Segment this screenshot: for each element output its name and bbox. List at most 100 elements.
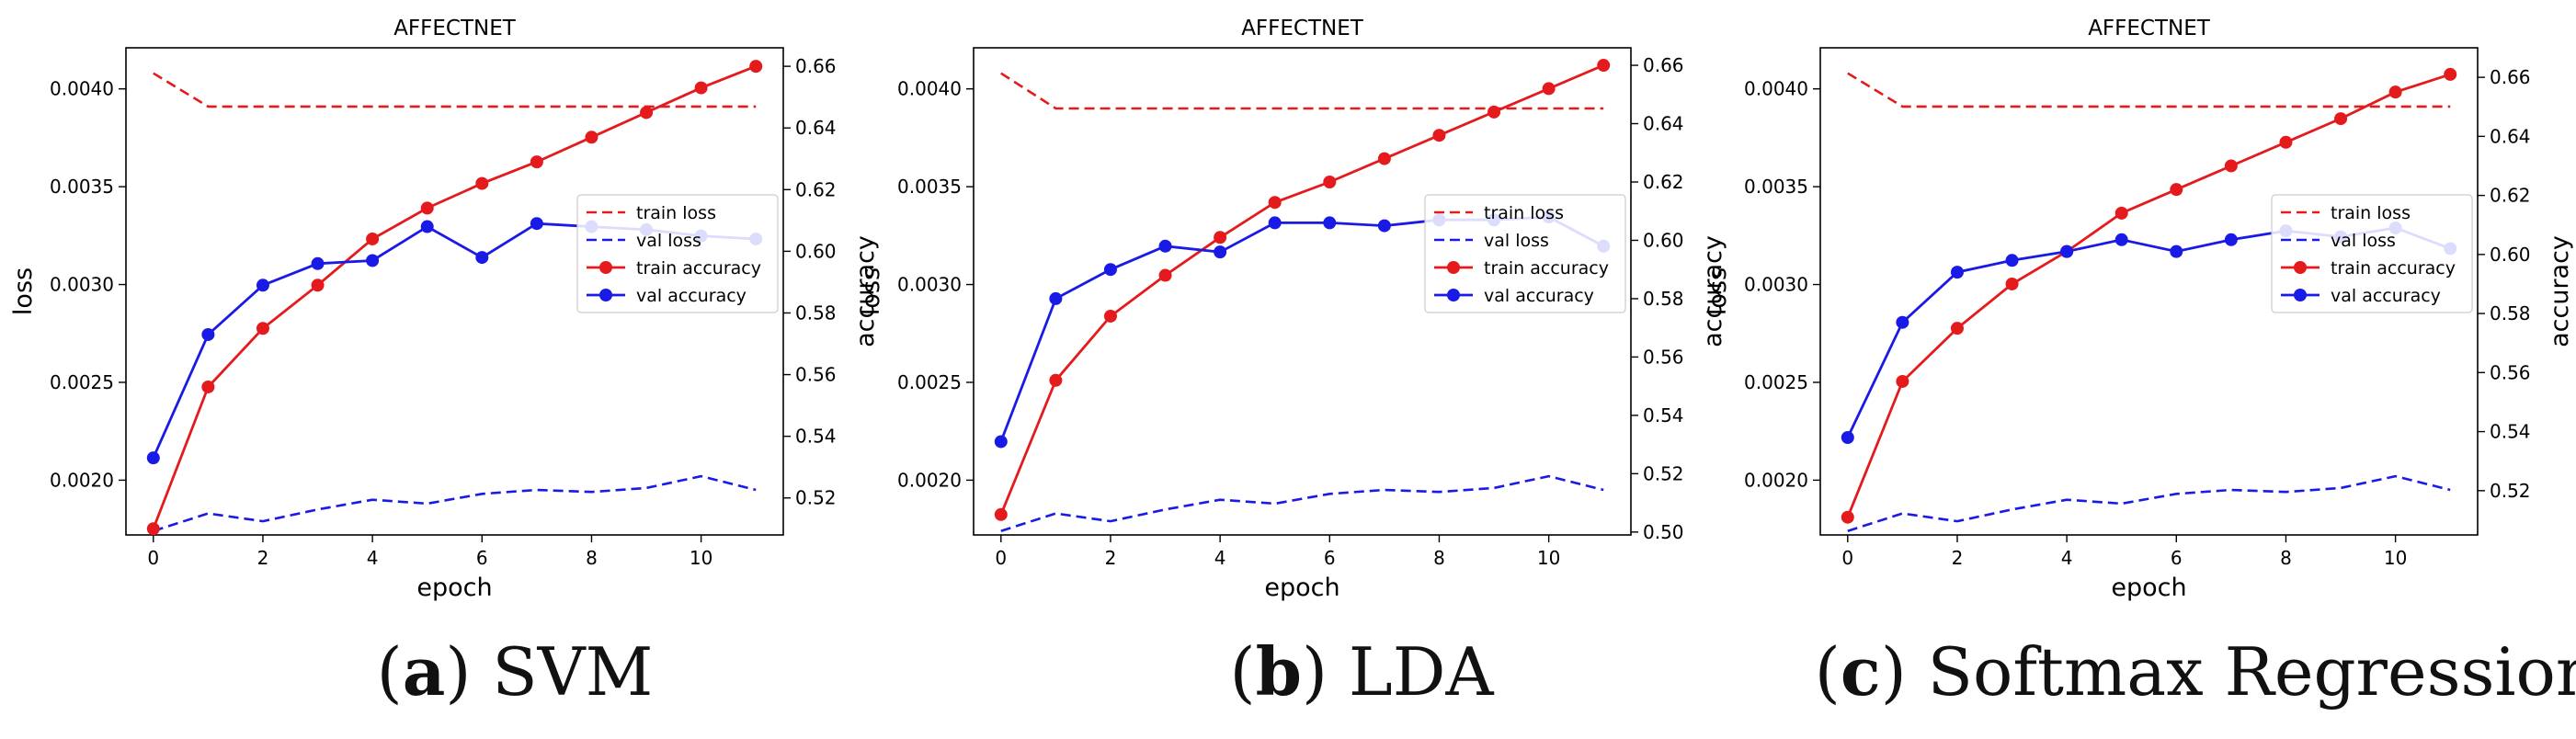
point-val-accuracy bbox=[1158, 239, 1172, 253]
y-tick-label: 0.0040 bbox=[50, 78, 114, 100]
point-val-accuracy bbox=[1950, 266, 1964, 279]
caption-c-text: Softmax Regression bbox=[1906, 633, 2576, 711]
legend-marker-train-accuracy bbox=[2294, 261, 2307, 274]
y-axis-label: loss bbox=[9, 267, 38, 315]
x-tick-label: 6 bbox=[1324, 547, 1336, 569]
legend-box bbox=[576, 194, 779, 313]
y-tick-right-label: 0.52 bbox=[2490, 480, 2531, 502]
series-val-loss bbox=[153, 474, 757, 532]
legend-label-train-loss: train loss bbox=[636, 203, 716, 223]
y-tick-label: 0.0020 bbox=[1744, 469, 1808, 491]
series-val-loss bbox=[1000, 474, 1604, 532]
point-val-accuracy bbox=[256, 279, 269, 292]
series-train-loss bbox=[1847, 72, 2451, 108]
legend-box bbox=[1424, 194, 1626, 313]
legend-marker-val-accuracy bbox=[2294, 289, 2307, 301]
caption-c: (c) Softmax Regression bbox=[1793, 632, 2576, 711]
point-val-accuracy bbox=[1841, 431, 1854, 444]
legend-label-val-loss: val loss bbox=[636, 231, 701, 251]
legend-marker-train-accuracy bbox=[599, 261, 612, 274]
y-tick-right-label: 0.66 bbox=[1643, 54, 1684, 76]
y-tick-label: 0.0040 bbox=[897, 78, 962, 100]
y-tick-right-label: 0.54 bbox=[1643, 404, 1684, 426]
point-train-accuracy bbox=[640, 106, 654, 119]
point-val-accuracy bbox=[2060, 244, 2074, 258]
y-tick-label: 0.0030 bbox=[1744, 274, 1808, 296]
point-val-accuracy bbox=[1323, 216, 1337, 230]
legend-label-train-accuracy: train accuracy bbox=[636, 258, 761, 279]
y-tick-right-label: 0.56 bbox=[795, 364, 837, 386]
chart-title: AFFECTNET bbox=[1241, 17, 1364, 40]
y-tick-right-label: 0.50 bbox=[1643, 521, 1684, 543]
point-train-accuracy bbox=[1377, 152, 1391, 165]
x-tick-label: 2 bbox=[1952, 547, 1964, 569]
x-tick-label: 0 bbox=[995, 547, 1007, 569]
point-val-accuracy bbox=[1268, 216, 1282, 230]
caption-a-text: SVM bbox=[471, 633, 654, 711]
point-train-accuracy bbox=[1487, 105, 1501, 119]
caption-c-letter: c bbox=[1840, 632, 1881, 711]
y-axis-label: loss bbox=[1704, 267, 1732, 315]
point-train-accuracy bbox=[1432, 129, 1446, 142]
point-train-accuracy bbox=[420, 201, 434, 215]
x-tick-label: 8 bbox=[2280, 547, 2292, 569]
point-train-accuracy bbox=[366, 232, 380, 245]
point-train-accuracy bbox=[2334, 112, 2348, 126]
point-val-accuracy bbox=[2224, 233, 2238, 246]
y-tick-right-label: 0.58 bbox=[2490, 302, 2531, 324]
caption-a: (a) SVM bbox=[376, 632, 654, 711]
point-val-accuracy bbox=[2170, 244, 2183, 258]
y-tick-right-label: 0.62 bbox=[795, 178, 837, 200]
series-train-loss bbox=[153, 72, 757, 108]
y-tick-right-label: 0.62 bbox=[2490, 185, 2531, 207]
x-axis-label: epoch bbox=[1264, 574, 1339, 602]
point-train-accuracy bbox=[749, 60, 763, 74]
y-tick-right-label: 0.56 bbox=[2490, 361, 2531, 383]
y-tick-right-label: 0.60 bbox=[2490, 244, 2531, 266]
y-tick-right-label: 0.58 bbox=[1643, 288, 1684, 310]
point-train-accuracy bbox=[1214, 231, 1227, 244]
point-val-accuracy bbox=[1103, 263, 1117, 277]
point-val-accuracy bbox=[475, 251, 489, 265]
x-axis-label: epoch bbox=[2111, 574, 2186, 602]
point-val-accuracy bbox=[201, 327, 215, 341]
legend-label-val-loss: val loss bbox=[2331, 231, 2396, 251]
point-val-accuracy bbox=[366, 254, 380, 267]
y-tick-right-label: 0.66 bbox=[2490, 66, 2531, 88]
x-tick-label: 4 bbox=[1214, 547, 1226, 569]
y-tick-right-label: 0.60 bbox=[795, 240, 837, 262]
legend-label-train-accuracy: train accuracy bbox=[2331, 258, 2456, 279]
plot-frame bbox=[1819, 47, 2479, 536]
legend-label-val-accuracy: val accuracy bbox=[636, 286, 747, 306]
point-train-accuracy bbox=[530, 155, 543, 169]
point-train-accuracy bbox=[1103, 309, 1117, 323]
point-val-accuracy bbox=[1896, 315, 1909, 329]
x-tick-label: 2 bbox=[257, 547, 269, 569]
y-tick-right-label: 0.60 bbox=[1643, 229, 1684, 251]
caption-b-text: LDA bbox=[1328, 633, 1494, 711]
x-tick-label: 8 bbox=[1433, 547, 1445, 569]
y-tick-right-label: 0.64 bbox=[1643, 113, 1684, 135]
x-tick-label: 10 bbox=[2384, 547, 2407, 569]
y-tick-label: 0.0035 bbox=[1744, 176, 1808, 198]
legend-marker-val-accuracy bbox=[1447, 289, 1460, 301]
x-tick-label: 10 bbox=[690, 547, 712, 569]
x-tick-label: 6 bbox=[476, 547, 488, 569]
plot-frame bbox=[973, 47, 1632, 536]
legend-label-train-loss: train loss bbox=[1484, 203, 1564, 223]
point-train-accuracy bbox=[2005, 277, 2019, 290]
point-val-accuracy bbox=[311, 256, 325, 270]
y-tick-right-label: 0.52 bbox=[795, 487, 837, 509]
legend-marker-val-accuracy bbox=[599, 289, 612, 301]
caption-a-letter: a bbox=[402, 632, 446, 711]
y-axis-right-label: accuracy bbox=[1699, 235, 1727, 347]
y-tick-right-label: 0.64 bbox=[795, 117, 837, 139]
point-val-accuracy bbox=[530, 217, 543, 231]
point-train-accuracy bbox=[2388, 85, 2402, 99]
y-axis-right-label: accuracy bbox=[851, 235, 880, 347]
x-tick-label: 0 bbox=[147, 547, 159, 569]
legend: train loss val loss train accuracy val accu… bbox=[576, 194, 779, 313]
x-tick-label: 4 bbox=[367, 547, 379, 569]
legend-marker-train-accuracy bbox=[1447, 261, 1460, 274]
